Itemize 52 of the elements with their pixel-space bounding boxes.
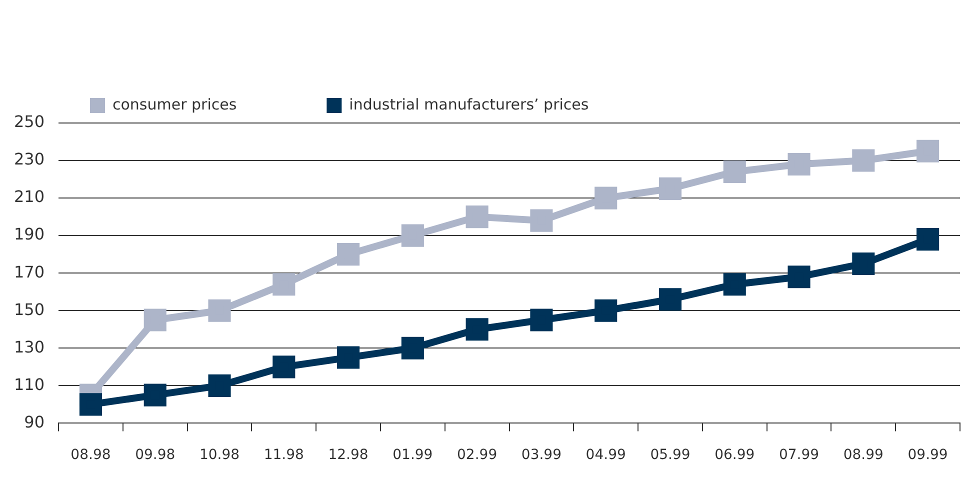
y-tick-label: 250 bbox=[14, 112, 45, 132]
point bbox=[723, 273, 746, 296]
point bbox=[594, 186, 618, 210]
point bbox=[916, 228, 940, 251]
x-tick-label: 03.99 bbox=[521, 447, 562, 464]
x-tick-label: 08.99 bbox=[843, 447, 884, 464]
x-tick-label: 02.99 bbox=[457, 447, 498, 464]
y-tick-label: 170 bbox=[14, 262, 45, 282]
y-tick-label: 130 bbox=[14, 337, 45, 356]
point bbox=[337, 346, 360, 369]
legend-label: consumer prices bbox=[112, 95, 237, 114]
x-tick-label: 04.99 bbox=[586, 447, 626, 464]
point bbox=[594, 299, 618, 322]
point bbox=[466, 318, 488, 341]
y-tick-label: 190 bbox=[14, 224, 45, 244]
y-tick-label: 110 bbox=[14, 374, 45, 394]
point bbox=[208, 299, 231, 322]
x-tick-label: 09.98 bbox=[135, 447, 176, 464]
point bbox=[658, 177, 682, 200]
x-tick-label: 09.99 bbox=[908, 447, 948, 464]
x-tick-label: 01.99 bbox=[392, 447, 433, 464]
point bbox=[79, 393, 102, 416]
point bbox=[144, 308, 166, 332]
y-tick-label: 210 bbox=[14, 187, 45, 206]
x-tick-label: 12.98 bbox=[328, 447, 368, 464]
x-tick-label: 07.99 bbox=[778, 447, 820, 464]
point bbox=[658, 288, 682, 311]
point bbox=[272, 273, 296, 296]
point bbox=[401, 336, 424, 360]
point bbox=[530, 209, 553, 232]
point bbox=[916, 140, 940, 162]
point bbox=[144, 384, 166, 406]
point bbox=[401, 224, 424, 247]
point bbox=[530, 308, 553, 332]
x-tick-label: 08.98 bbox=[70, 447, 111, 464]
y-tick-label: 150 bbox=[14, 300, 45, 319]
point bbox=[337, 243, 360, 266]
legend-label: industrial manufacturers’ prices bbox=[349, 95, 589, 114]
point bbox=[788, 266, 810, 288]
x-tick-label: 11.98 bbox=[264, 447, 304, 464]
x-tick-label: 10.98 bbox=[199, 447, 240, 464]
point bbox=[852, 252, 875, 275]
point bbox=[208, 374, 231, 397]
x-tick-label: 05.99 bbox=[650, 447, 690, 464]
point bbox=[723, 160, 746, 184]
point bbox=[272, 356, 296, 378]
point bbox=[788, 153, 810, 176]
point bbox=[466, 206, 488, 228]
x-tick-label: 06.99 bbox=[714, 447, 755, 464]
point bbox=[852, 149, 875, 172]
y-tick-label: 90 bbox=[24, 412, 45, 432]
y-tick-label: 230 bbox=[14, 150, 45, 169]
